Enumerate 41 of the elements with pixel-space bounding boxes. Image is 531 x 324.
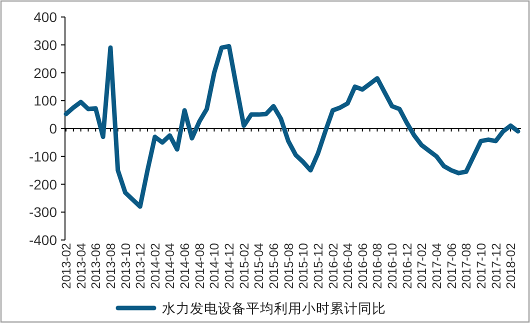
x-tick-label: 2013-12 <box>134 242 148 289</box>
y-tick-label: -400 <box>28 232 58 248</box>
y-tick-label: 0 <box>49 120 58 136</box>
x-tick-label: 2016-04 <box>341 242 356 289</box>
y-tick-label: 100 <box>34 92 58 109</box>
legend-label: 水力发电设备平均利用小时累计同比 <box>162 301 386 316</box>
x-tick-label: 2015-12 <box>311 242 326 289</box>
x-tick-label: 2017-06 <box>444 242 459 289</box>
x-tick-label: 2017-10 <box>474 242 488 289</box>
x-tick-label: 2014-08 <box>192 242 207 289</box>
x-tick-label: 2014-04 <box>163 242 178 289</box>
y-tick-label: -100 <box>28 148 58 164</box>
x-tick-label: 2015-04 <box>252 242 266 289</box>
y-tick-label: 200 <box>34 64 58 81</box>
x-tick-label: 2015-10 <box>296 242 311 289</box>
x-tick-label: 2015-06 <box>266 242 281 289</box>
x-tick-label: 2013-08 <box>104 242 118 289</box>
x-tick-label: 2015-02 <box>237 242 252 289</box>
y-tick-label: -300 <box>28 204 58 220</box>
x-tick-label: 2018-02 <box>504 242 518 289</box>
x-tick-label: 2016-10 <box>386 242 400 289</box>
x-tick-label: 2017-08 <box>460 242 474 289</box>
x-tick-label: 2015-08 <box>282 242 296 289</box>
x-tick-label: 2014-10 <box>208 242 222 289</box>
x-tick-label: 2017-02 <box>415 242 430 289</box>
x-tick-label: 2016-02 <box>326 242 340 289</box>
y-tick-label: 300 <box>34 36 58 53</box>
x-tick-label: 2013-02 <box>60 242 74 289</box>
x-tick-label: 2016-06 <box>356 242 370 289</box>
x-tick-label: 2013-06 <box>89 242 104 289</box>
x-tick-label: 2013-04 <box>74 242 88 289</box>
x-tick-label: 2017-12 <box>489 242 504 289</box>
x-tick-label: 2014-12 <box>222 242 237 289</box>
y-tick-label: -200 <box>28 176 58 192</box>
x-tick-label: 2016-12 <box>400 242 414 289</box>
x-tick-label: 2013-10 <box>118 242 133 289</box>
y-tick-label: 400 <box>34 9 58 25</box>
x-tick-label: 2016-08 <box>370 242 385 289</box>
x-tick-label: 2014-02 <box>148 242 162 289</box>
x-tick-label: 2014-06 <box>178 242 192 289</box>
x-tick-label: 2017-04 <box>430 242 444 289</box>
